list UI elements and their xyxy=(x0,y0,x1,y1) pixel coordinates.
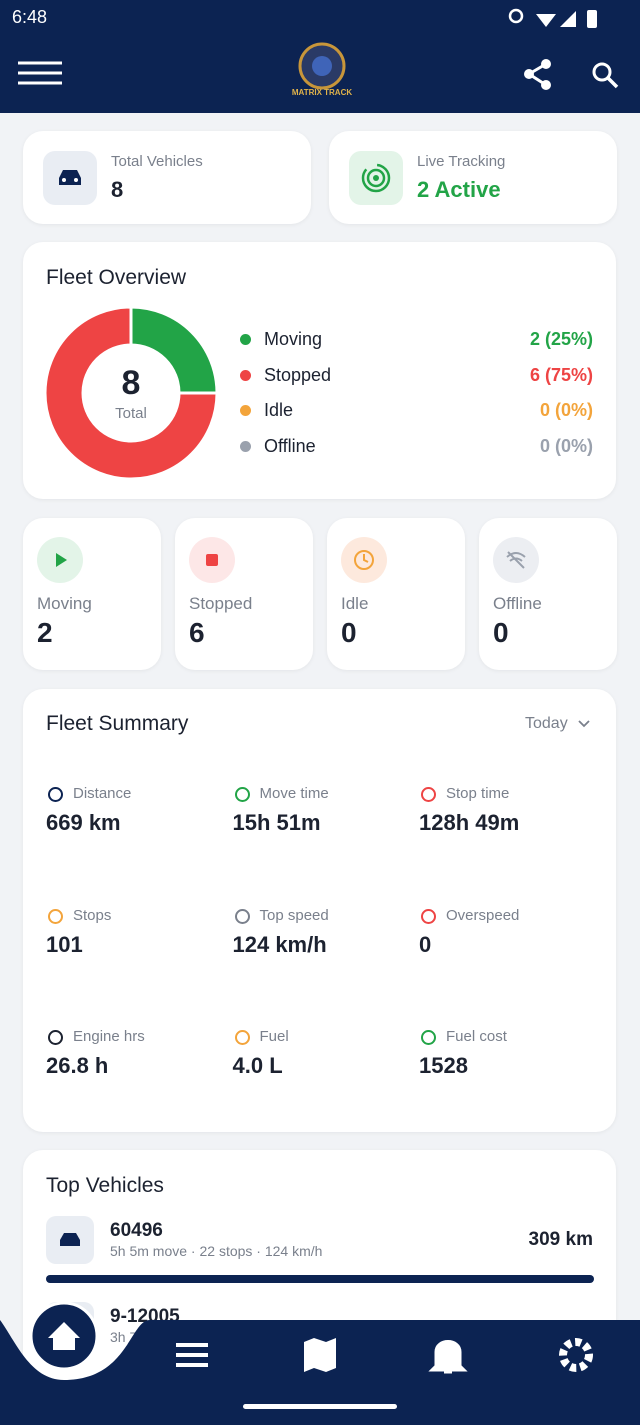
summary-label: Live Tracking xyxy=(417,153,506,170)
status-icon xyxy=(341,537,387,583)
map-button[interactable] xyxy=(304,1338,336,1372)
vehicle-name: 60496 xyxy=(110,1220,163,1241)
top-vehicles-title: Top Vehicles xyxy=(46,1174,164,1197)
metric-value: 0 xyxy=(419,931,432,957)
chevron xyxy=(576,716,592,732)
logo-text: MATRIX TRACK xyxy=(291,88,353,97)
summary-value: 2 Active xyxy=(417,177,501,202)
donut-total-label: Total xyxy=(115,405,147,422)
vehicle-details: 5h 5m move · 22 stops · 124 km/h xyxy=(110,1243,323,1259)
metric-icon xyxy=(421,908,436,924)
logo-emblem xyxy=(298,42,346,90)
metric-label: Top speed xyxy=(259,906,329,924)
status-time: 6:48 xyxy=(12,7,48,27)
status-icon xyxy=(189,537,235,583)
metric-value: 101 xyxy=(46,931,83,957)
status-label: Offline xyxy=(493,594,542,613)
share-button[interactable] xyxy=(522,58,554,90)
metric-value: 15h 51m xyxy=(232,810,321,835)
legend-value: 2 (25%) xyxy=(529,329,593,349)
period-selector[interactable]: Today xyxy=(525,715,568,732)
summary-label: Total Vehicles xyxy=(111,153,203,170)
vehicle-icon xyxy=(46,1216,94,1264)
donut-total: 8 xyxy=(121,364,141,402)
legend-value: 0 (0%) xyxy=(539,435,593,456)
menu-button[interactable] xyxy=(16,60,64,88)
legend-name: Stopped xyxy=(264,364,332,385)
metric-label: Fuel cost xyxy=(446,1028,507,1045)
metric-icon xyxy=(234,908,250,924)
legend-dot xyxy=(240,405,251,417)
list-button[interactable] xyxy=(176,1343,208,1367)
settings-button[interactable] xyxy=(559,1338,593,1372)
legend-value: 0 (0%) xyxy=(539,400,593,421)
summary-title: Fleet Summary xyxy=(46,712,189,735)
legend-name: Offline xyxy=(264,435,316,456)
metric-value: 26.8 h xyxy=(46,1053,109,1078)
status-value: 2 xyxy=(37,617,53,648)
legend-name: Idle xyxy=(264,400,294,421)
metric-label: Distance xyxy=(73,785,132,802)
metric-label: Fuel xyxy=(259,1028,289,1045)
legend-name: Moving xyxy=(264,329,323,349)
legend-value: 6 (75%) xyxy=(529,364,593,385)
metric-label: Move time xyxy=(259,785,329,802)
status-value: 0 xyxy=(493,617,509,648)
donut-chart xyxy=(43,305,219,481)
metric-icon xyxy=(421,1030,436,1045)
legend-dot xyxy=(240,440,251,452)
search-button[interactable] xyxy=(590,60,620,90)
status-value: 6 xyxy=(189,617,205,648)
summary-section xyxy=(23,689,616,1132)
status-label: Moving xyxy=(37,594,92,613)
status-icons xyxy=(508,8,597,28)
metric-value: 128h 49m xyxy=(419,810,520,835)
legend-dot xyxy=(240,369,251,381)
metric-value: 1528 xyxy=(419,1053,468,1078)
metric-label: Engine hrs xyxy=(73,1028,145,1045)
metric-icon xyxy=(48,787,63,802)
bottom-nav xyxy=(0,1301,640,1425)
status-icon xyxy=(493,537,539,583)
metric-value: 669 km xyxy=(46,810,121,835)
summary-icon xyxy=(349,151,403,205)
alerts-button[interactable] xyxy=(428,1340,468,1374)
status-label: Stopped xyxy=(189,594,253,613)
overview-title: Fleet Overview xyxy=(46,266,187,289)
metric-icon xyxy=(421,787,436,802)
metric-icon xyxy=(234,1030,250,1045)
metric-icon xyxy=(48,1030,63,1045)
status-label: Idle xyxy=(341,594,369,613)
metric-icon xyxy=(48,908,63,924)
vehicle-distance: 309 km xyxy=(528,1229,593,1250)
metric-label: Stops xyxy=(73,906,112,924)
donut-segment xyxy=(43,305,219,481)
metric-label: Overspeed xyxy=(446,906,520,924)
metric-value: 4.0 L xyxy=(232,1053,283,1078)
metric-icon xyxy=(234,787,250,802)
status-icon xyxy=(37,537,83,583)
metric-label: Stop time xyxy=(446,785,510,802)
summary-value: 8 xyxy=(111,177,124,202)
status-value: 0 xyxy=(341,617,357,648)
vehicle-progress xyxy=(46,1275,594,1283)
legend-dot xyxy=(240,334,251,345)
metric-value: 124 km/h xyxy=(232,931,327,957)
summary-icon xyxy=(43,151,97,205)
